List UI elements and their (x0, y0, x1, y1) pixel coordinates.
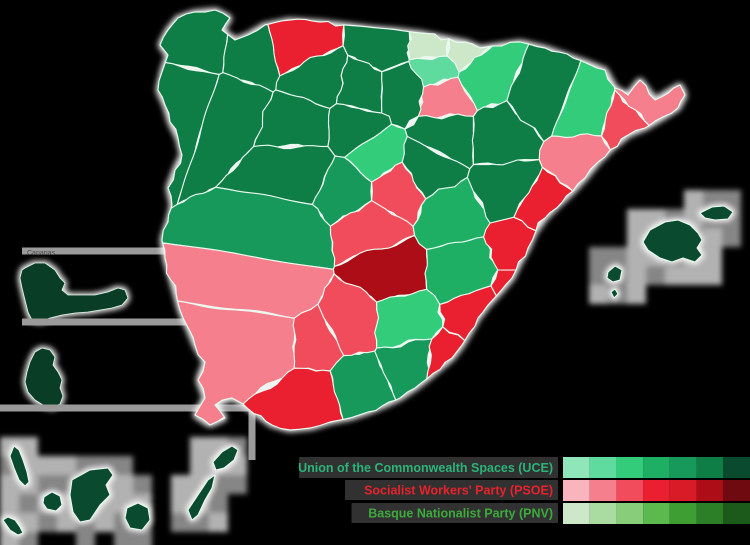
svg-text:Union of the Commonwealth Spac: Union of the Commonwealth Spaces (UCE) (298, 461, 553, 475)
svg-text:Socialist Workers' Party (PSOE: Socialist Workers' Party (PSOE) (364, 484, 553, 498)
svg-text:Basque Nationalist Party (PNV): Basque Nationalist Party (PNV) (368, 507, 553, 521)
svg-text:Canarias: Canarias (27, 250, 56, 257)
